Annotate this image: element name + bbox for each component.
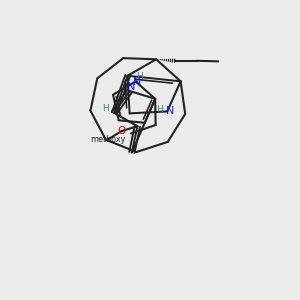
Text: N: N xyxy=(127,82,135,92)
Text: O: O xyxy=(117,126,125,136)
Text: N: N xyxy=(133,77,141,87)
Text: H: H xyxy=(136,72,142,81)
Text: H: H xyxy=(156,105,163,114)
Text: methoxy: methoxy xyxy=(90,135,125,144)
Text: N: N xyxy=(166,106,174,116)
Text: H: H xyxy=(102,104,109,113)
